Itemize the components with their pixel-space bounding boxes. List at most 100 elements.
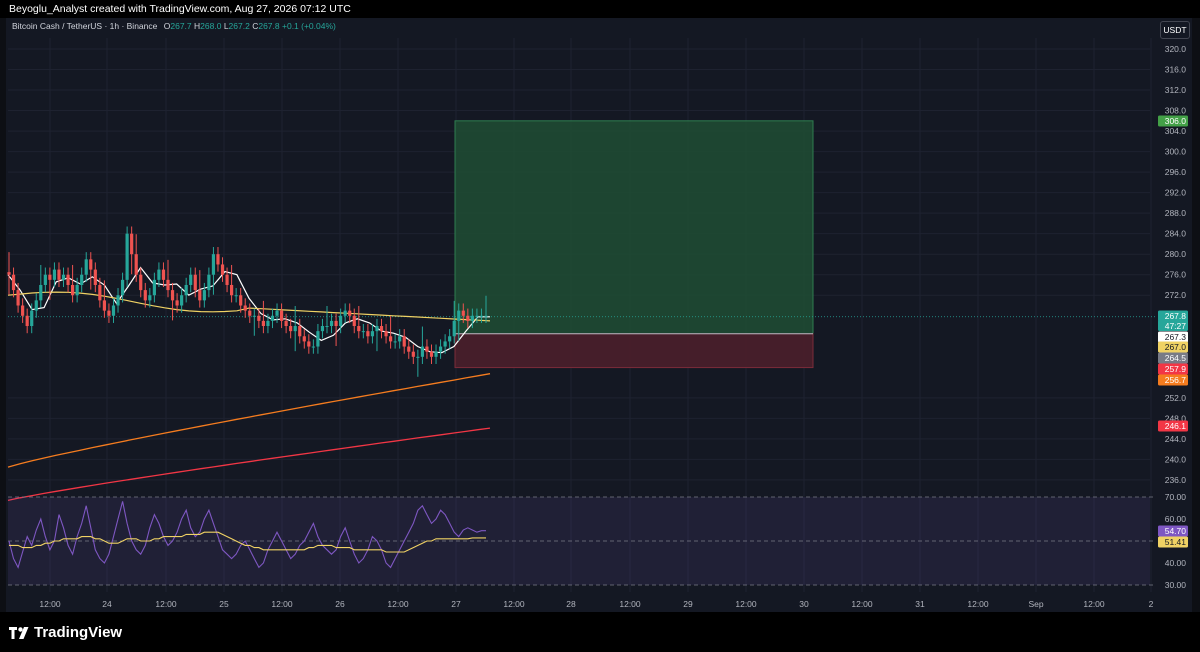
candle-body [370, 331, 375, 337]
symbol-legend: Bitcoin Cash / TetherUS · 1h · Binance O… [12, 21, 336, 31]
candle-body [434, 351, 438, 357]
candle-body [48, 274, 52, 280]
candle-body [134, 254, 138, 275]
candle-body [402, 336, 406, 347]
time-tick-label: 12:00 [155, 599, 177, 609]
symbol-name: Bitcoin Cash / TetherUS · 1h · Binance [12, 21, 158, 31]
time-tick-label: 28 [566, 599, 576, 609]
candle-body [470, 315, 474, 321]
candle-body [375, 326, 379, 332]
price-tick-label: 252.0 [1165, 393, 1187, 403]
candle-body [116, 295, 120, 306]
candle-body [361, 331, 365, 333]
candle-body [189, 274, 193, 285]
candle-body [348, 310, 352, 316]
footer-bar: TradingView [0, 612, 1200, 652]
candle-body [466, 315, 470, 321]
candle-body [334, 320, 338, 327]
price-label-badge [1158, 352, 1188, 364]
price-label-text: 267.0 [1165, 342, 1187, 352]
candle-body [429, 351, 434, 357]
candle-body [202, 290, 206, 301]
candle-body [225, 274, 229, 285]
chart-author-caption: Beyoglu_Analyst created with TradingView… [9, 3, 351, 15]
candle-body [457, 310, 461, 321]
candle-body [461, 310, 465, 316]
tradingview-brand[interactable]: TradingView [8, 624, 122, 641]
change-value: +0.1 (+0.04%) [282, 21, 336, 31]
price-tick-label: 244.0 [1165, 434, 1187, 444]
price-label-text: 246.1 [1165, 421, 1187, 431]
candle-body [384, 331, 388, 337]
time-tick-label: 12:00 [503, 599, 525, 609]
rsi-tick-label: 60.00 [1165, 514, 1187, 524]
candle-body [393, 341, 397, 343]
candle-body [352, 315, 356, 327]
candle-body [416, 356, 420, 358]
candle-body [139, 274, 143, 291]
candle-body [211, 254, 216, 275]
candle-body [234, 295, 238, 297]
time-tick-label: 31 [915, 599, 925, 609]
open-value: 267.7 [170, 21, 192, 31]
price-tick-label: 304.0 [1165, 126, 1187, 136]
time-tick-label: 26 [335, 599, 345, 609]
time-tick-label: 29 [683, 599, 693, 609]
price-tick-label: 300.0 [1165, 147, 1187, 157]
candle-body [230, 284, 234, 296]
price-tick-label: 288.0 [1165, 208, 1187, 218]
price-tick-label: 312.0 [1165, 85, 1187, 95]
candle-body [57, 269, 61, 280]
candle-body [320, 326, 325, 332]
time-axis: 12:00 24 12:00 25 12:00 26 12:00 27 12:00 28 12:00… [39, 599, 1153, 609]
candle-body [484, 315, 488, 317]
price-label-text: 257.9 [1165, 364, 1187, 374]
price-label-text: 264.5 [1165, 353, 1187, 363]
candle-body [420, 346, 424, 357]
candle-body [34, 300, 38, 311]
rsi-pane [8, 496, 1155, 586]
candle-body [425, 346, 429, 352]
candle-body [193, 274, 197, 291]
candle-body [7, 272, 11, 275]
candle-body [443, 341, 447, 347]
candle-body [243, 305, 247, 311]
time-tick-label: 27 [451, 599, 461, 609]
candle-body [266, 320, 270, 327]
time-tick-label: 25 [219, 599, 229, 609]
candle-body [284, 320, 288, 327]
candle-body [157, 269, 161, 280]
price-label-badge [1158, 374, 1188, 386]
candle-body [166, 279, 170, 291]
candle-body [80, 274, 84, 285]
ema-red-line [7, 427, 491, 502]
candle-body [438, 346, 443, 352]
candle-body [207, 274, 211, 291]
time-tick-label: 12:00 [1083, 599, 1105, 609]
candle-body [366, 331, 370, 337]
countdown-badge [1158, 320, 1188, 331]
price-tick-label: 280.0 [1165, 249, 1187, 259]
candle-body [198, 290, 202, 301]
rsi-tick-label: 30.00 [1165, 580, 1187, 590]
price-label-badge [1158, 363, 1188, 375]
candle-body [475, 315, 479, 317]
candle-body [30, 310, 34, 327]
candle-body [25, 315, 29, 327]
price-tick-label: 248.0 [1165, 413, 1187, 423]
price-label-text: 267.8 [1165, 311, 1187, 321]
candle-body [39, 284, 43, 301]
candle-body [261, 320, 265, 327]
candle-body [84, 259, 88, 275]
candle-body [89, 259, 93, 270]
currency-button[interactable]: USDT [1160, 21, 1190, 39]
candle-body [293, 326, 297, 332]
time-tick-label: 2 [1149, 599, 1154, 609]
candle-body [325, 326, 329, 328]
stop-zone [454, 333, 814, 369]
candle-body [216, 254, 220, 265]
low-value: 267.2 [228, 21, 250, 31]
ema-orange-line [7, 373, 491, 468]
candle-body [66, 274, 70, 285]
